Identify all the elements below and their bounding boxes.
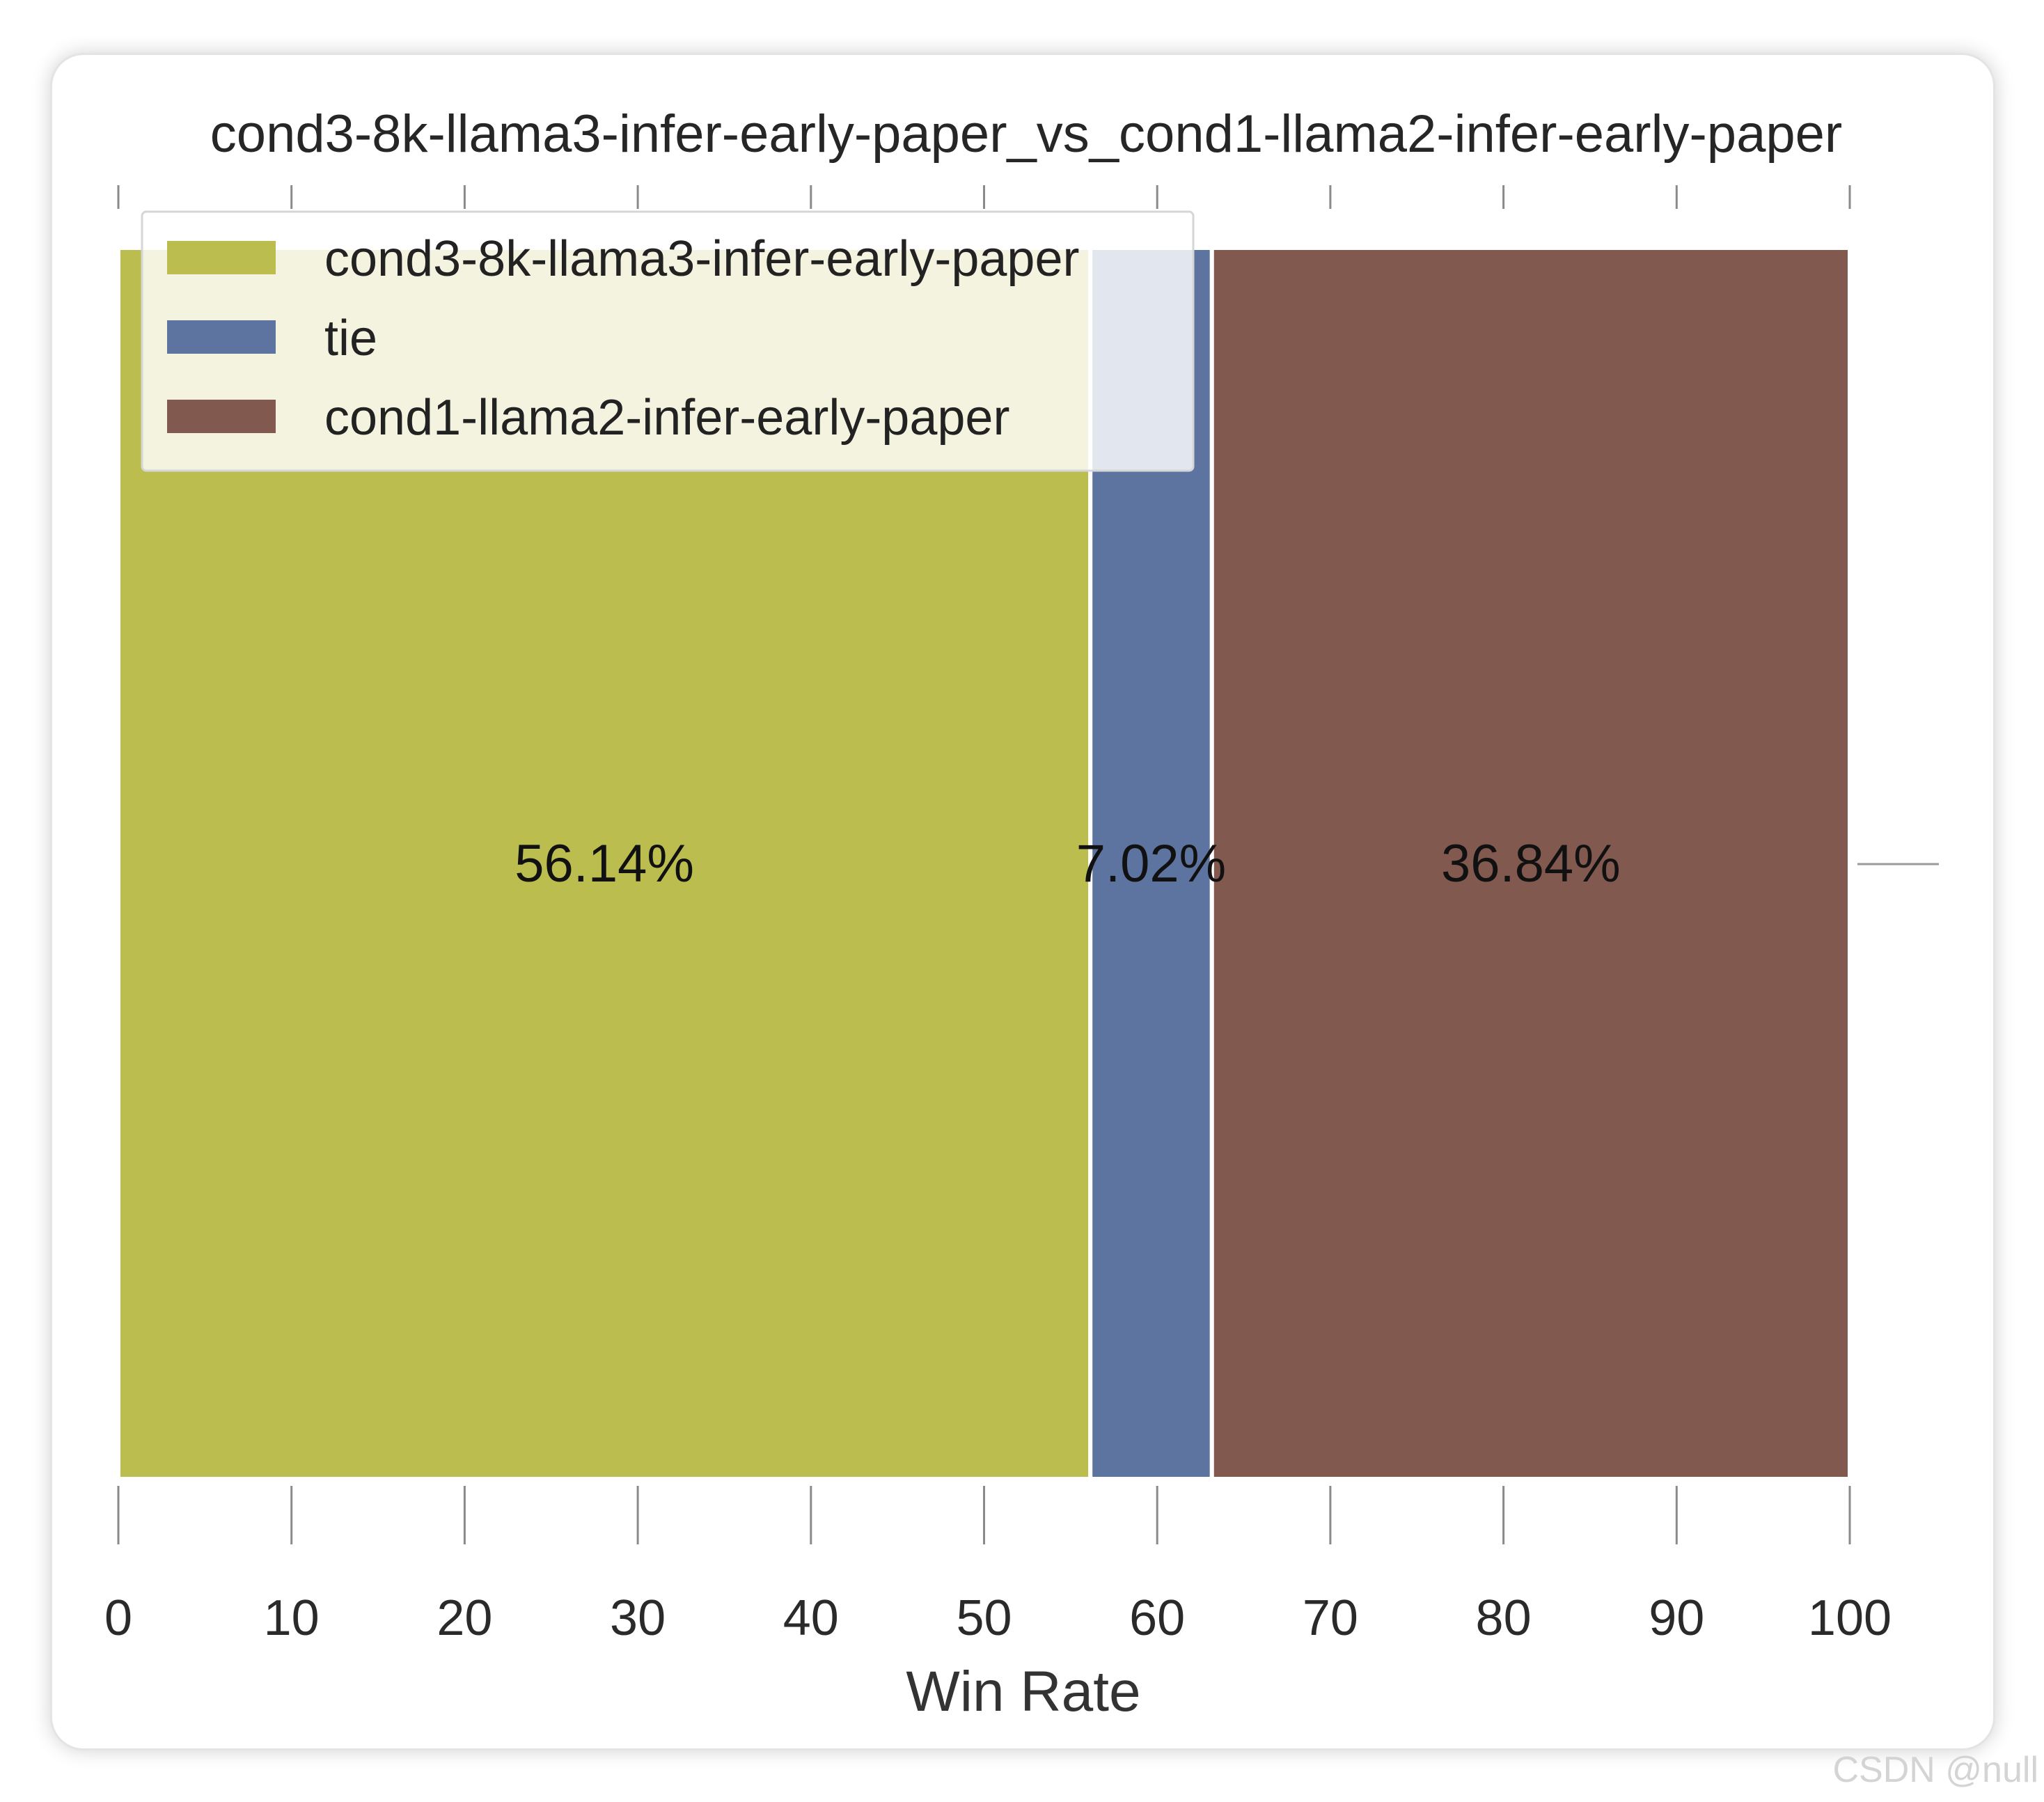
x-tick-label-7: 70	[1303, 1590, 1358, 1646]
x-axis: 0 10 20 30 40 50 60 70 80 90 100	[104, 185, 1939, 1646]
x-tick-label-10: 100	[1808, 1590, 1892, 1646]
bar-label-0: 56.14%	[514, 834, 694, 893]
legend-label-2: cond1-llama2-infer-early-paper	[324, 390, 1009, 446]
legend-swatch-1	[167, 320, 276, 354]
legend-swatch-0	[167, 241, 276, 274]
x-tick-label-4: 40	[783, 1590, 839, 1646]
x-tick-label-0: 0	[104, 1590, 132, 1646]
legend-swatch-2	[167, 400, 276, 433]
bar-label-1: 7.02%	[1076, 834, 1227, 893]
x-tick-label-5: 50	[956, 1590, 1012, 1646]
bar-labels: 56.14% 7.02% 36.84%	[514, 834, 1621, 893]
bar-segment-2	[1209, 246, 1852, 1481]
legend-label-0: cond3-8k-llama3-infer-early-paper	[324, 231, 1079, 287]
x-axis-label: Win Rate	[906, 1660, 1140, 1723]
x-tick-label-8: 80	[1476, 1590, 1532, 1646]
legend-label-1: tie	[324, 311, 377, 366]
bar-label-2: 36.84%	[1441, 834, 1621, 893]
legend-box	[141, 210, 1195, 472]
watermark: CSDN @null	[1832, 1750, 2038, 1790]
x-tick-label-1: 10	[264, 1590, 320, 1646]
legend: cond3-8k-llama3-infer-early-paper tie cond…	[141, 210, 1195, 472]
x-tick-label-3: 30	[610, 1590, 666, 1646]
x-tick-label-9: 90	[1649, 1590, 1704, 1646]
x-tick-label-6: 60	[1129, 1590, 1185, 1646]
chart-title: cond3-8k-llama3-infer-early-paper_vs_con…	[210, 104, 1842, 164]
x-tick-label-2: 20	[437, 1590, 492, 1646]
